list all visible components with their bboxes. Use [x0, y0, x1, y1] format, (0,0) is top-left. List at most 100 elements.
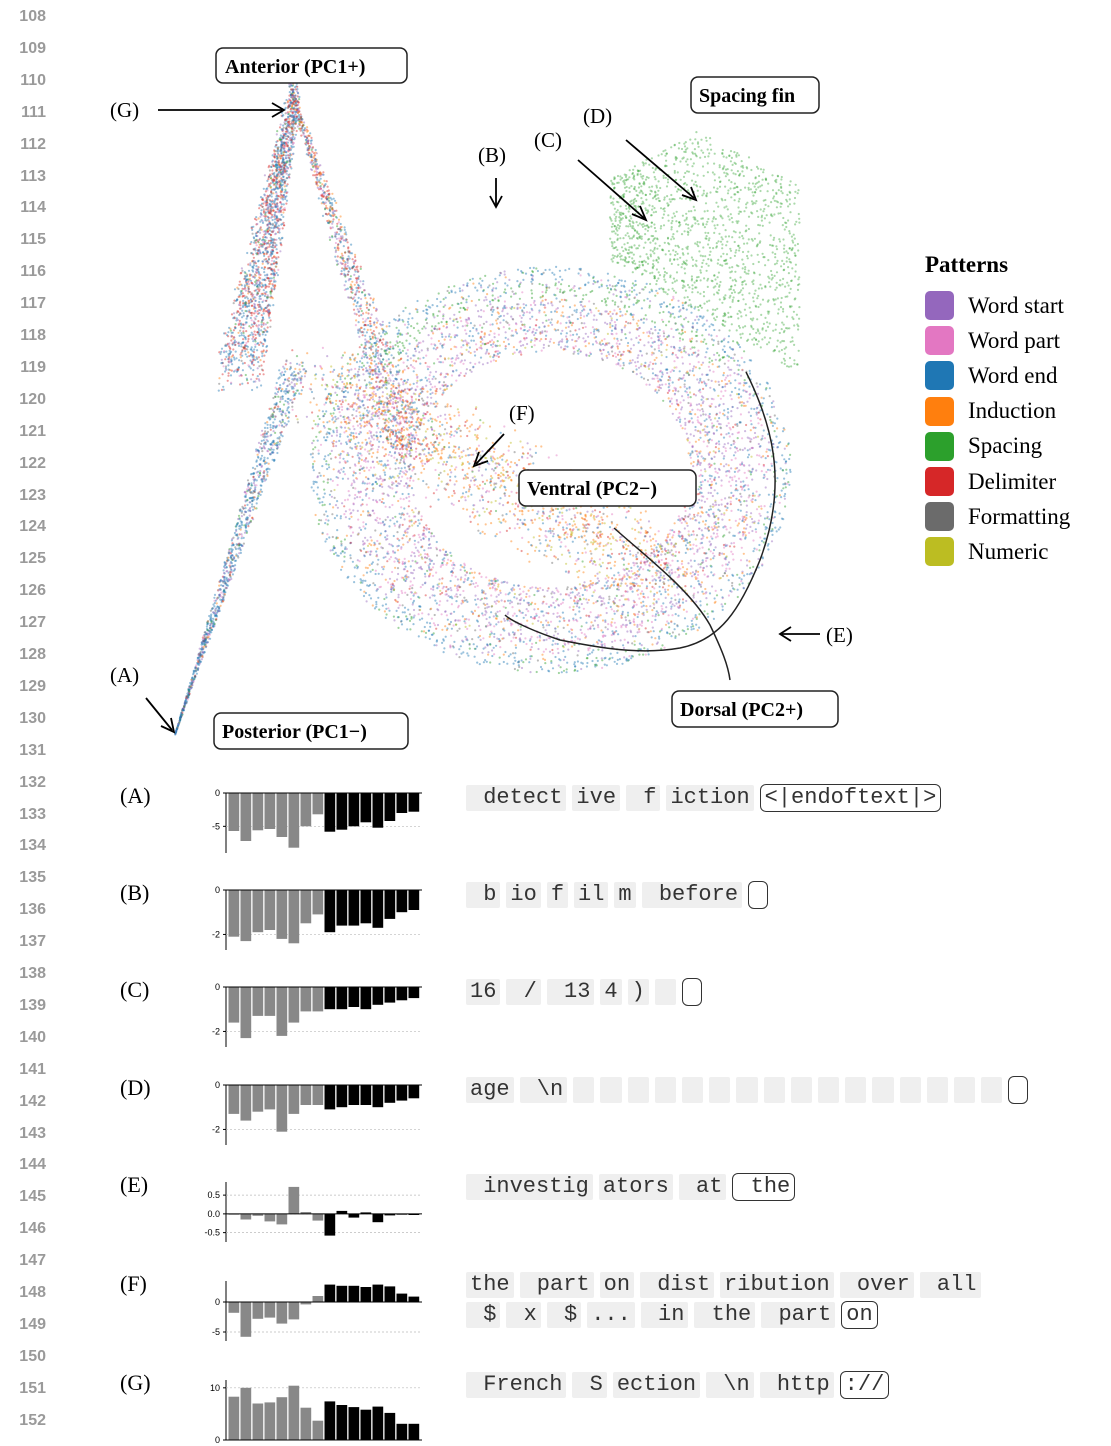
- line-number: 138: [0, 965, 46, 983]
- bar: [301, 1408, 312, 1440]
- bar: [265, 1402, 276, 1440]
- callout-f: (F): [509, 401, 535, 425]
- token: the: [466, 1272, 514, 1298]
- legend-swatch: [925, 432, 954, 461]
- bar: [301, 987, 312, 1011]
- y-tick-label: 0: [215, 886, 220, 895]
- bar: [289, 1187, 300, 1214]
- token: [709, 1077, 730, 1103]
- bar: [277, 1302, 288, 1324]
- bar: [373, 1085, 384, 1107]
- bar: [241, 1214, 252, 1220]
- bar: [361, 1085, 372, 1105]
- token: [791, 1077, 812, 1103]
- legend-swatch: [925, 291, 954, 320]
- token: ribution: [720, 1272, 834, 1298]
- bar: [397, 1294, 408, 1302]
- bar: [253, 987, 264, 1016]
- token: ): [628, 979, 649, 1005]
- bar: [373, 890, 384, 928]
- token: ...: [587, 1302, 635, 1328]
- token: [981, 1077, 1002, 1103]
- bar: [337, 890, 348, 926]
- trajectory-line: [505, 372, 775, 651]
- token: [900, 1077, 921, 1103]
- bar: [325, 1214, 336, 1236]
- y-tick-label: 0.0: [207, 1209, 220, 1219]
- token: the: [694, 1302, 755, 1328]
- bar: [361, 793, 372, 822]
- bar: [241, 1302, 252, 1337]
- bar: [265, 793, 276, 829]
- mini-bar-chart: 0.50.0-0.5: [190, 1178, 430, 1248]
- token: dist: [640, 1272, 714, 1298]
- y-tick-label: 0: [215, 1297, 220, 1307]
- row-label: (F): [120, 1271, 160, 1297]
- bar: [253, 793, 264, 830]
- bar: [313, 793, 324, 814]
- legend-swatch: [925, 467, 954, 496]
- line-number: 134: [0, 837, 46, 855]
- bar: [337, 1405, 348, 1440]
- bar: [349, 1214, 360, 1218]
- token: \n: [520, 1077, 568, 1103]
- bar: [289, 793, 300, 848]
- token: $: [466, 1302, 500, 1328]
- legend-item: Numeric: [925, 534, 1070, 569]
- bar: [361, 890, 372, 923]
- token: [927, 1077, 948, 1103]
- legend-item: Induction: [925, 394, 1070, 429]
- bar: [373, 1214, 384, 1222]
- bar: [349, 987, 360, 1007]
- token: \n: [706, 1372, 754, 1398]
- bar: [277, 987, 288, 1036]
- token: S: [572, 1372, 606, 1398]
- line-number: 135: [0, 869, 46, 887]
- y-tick-label: 10: [210, 1383, 220, 1393]
- bar: [265, 1214, 276, 1222]
- bar: [289, 1085, 300, 1114]
- bar: [229, 1085, 240, 1114]
- bar: [397, 890, 408, 912]
- bar: [277, 793, 288, 837]
- token: [818, 1077, 839, 1103]
- y-tick-label: -5: [212, 1327, 220, 1337]
- bar: [253, 1302, 264, 1319]
- bar: [409, 890, 420, 910]
- token: over: [840, 1272, 914, 1298]
- line-number: 139: [0, 997, 46, 1015]
- bar: [241, 1388, 252, 1440]
- legend-swatch: [925, 502, 954, 531]
- bar: [325, 1401, 336, 1440]
- legend-label: Word end: [968, 363, 1057, 389]
- bar: [313, 1085, 324, 1105]
- bar: [349, 1085, 360, 1105]
- token: ive: [572, 785, 620, 811]
- token: part: [761, 1302, 835, 1328]
- token: ection: [613, 1372, 700, 1398]
- legend-label: Formatting: [968, 504, 1070, 530]
- bar: [277, 890, 288, 939]
- token: French: [466, 1372, 566, 1398]
- token-strip: age \n: [466, 1076, 1034, 1104]
- bar: [313, 987, 324, 1011]
- token: age: [466, 1077, 514, 1103]
- row-label: (B): [120, 880, 160, 906]
- bar: [409, 1085, 420, 1098]
- bar: [385, 1286, 396, 1302]
- line-number: 148: [0, 1284, 46, 1302]
- line-number: 146: [0, 1220, 46, 1238]
- bar: [253, 890, 264, 932]
- y-tick-label: -2: [212, 1124, 220, 1134]
- token: 4: [600, 979, 621, 1005]
- line-number: 145: [0, 1188, 46, 1206]
- bar: [241, 890, 252, 941]
- bar: [325, 987, 336, 1009]
- y-tick-label: -2: [212, 929, 220, 939]
- bar: [241, 793, 252, 841]
